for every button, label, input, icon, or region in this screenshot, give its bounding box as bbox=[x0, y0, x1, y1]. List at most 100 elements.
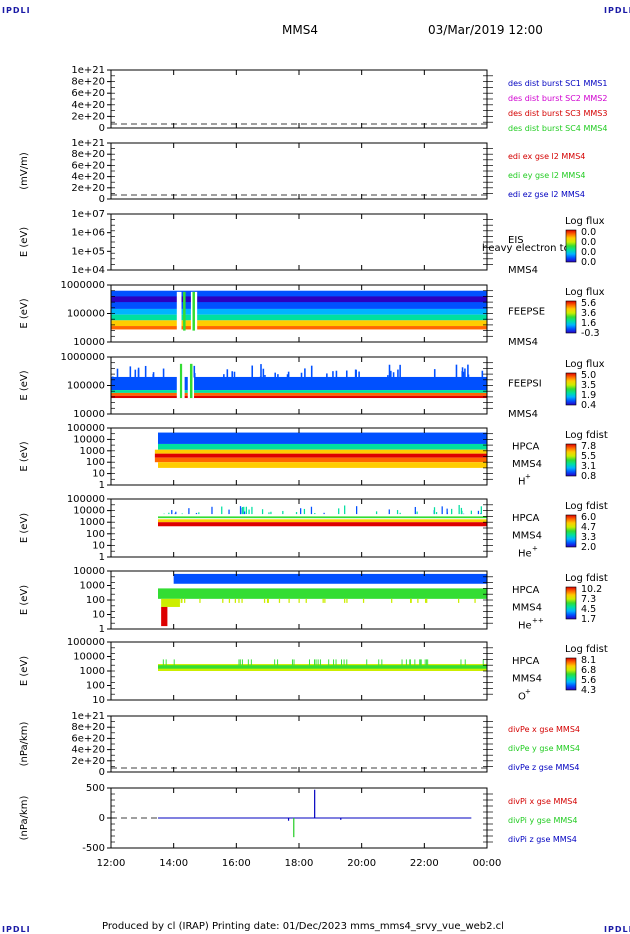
y-tick-label: 10 bbox=[92, 695, 105, 706]
y-tick-label: 2e+20 bbox=[71, 756, 105, 767]
sparse-flux bbox=[323, 599, 324, 603]
y-tick-label: 1e+21 bbox=[71, 711, 105, 722]
sparse-flux bbox=[376, 511, 377, 514]
species-superscript: + bbox=[525, 687, 531, 695]
heatmap-band bbox=[111, 315, 487, 321]
panel-p10: 1e+218e+206e+204e+202e+200(nPa/km) divPe … bbox=[19, 711, 580, 778]
sparse-flux bbox=[274, 373, 276, 378]
legend-entry: divPe y gse MMS4 bbox=[508, 744, 580, 753]
sparse-flux bbox=[268, 512, 269, 514]
y-tick-label: 1000000 bbox=[60, 280, 105, 291]
y-axis-label: E (eV) bbox=[19, 585, 30, 615]
sparse-flux bbox=[300, 508, 301, 514]
sparse-flux bbox=[341, 659, 342, 665]
y-tick-label: 6e+20 bbox=[71, 160, 105, 171]
colorbar-tick-label: 2.0 bbox=[581, 542, 596, 553]
sparse-flux bbox=[406, 659, 407, 665]
sparse-flux bbox=[239, 659, 240, 665]
colorbar bbox=[566, 444, 576, 476]
panel-p7: 100000100001000100101E (eV) HPCAMMS4He +Lo… bbox=[19, 494, 608, 563]
sparse-flux bbox=[344, 659, 345, 665]
colorbar-tick-label: 0.4 bbox=[581, 400, 596, 411]
sparse-flux bbox=[196, 513, 197, 514]
sparse-flux bbox=[474, 599, 475, 603]
legend-entry: divPi z gse MMS4 bbox=[508, 835, 577, 844]
sparse-flux bbox=[311, 507, 312, 514]
sparse-flux bbox=[402, 659, 403, 665]
sparse-flux bbox=[338, 508, 339, 514]
colorbar bbox=[566, 373, 576, 405]
sparse-flux bbox=[324, 599, 325, 603]
y-tick-label: 100000 bbox=[67, 381, 105, 392]
sparse-flux bbox=[416, 512, 417, 515]
sparse-flux bbox=[171, 510, 172, 514]
legend-entry: divPi x gse MMS4 bbox=[508, 797, 577, 806]
panel-p4: 1000000 100000 10000 E (eV) FEEPSE MMS4 Log fl… bbox=[19, 280, 605, 348]
colorbar-title: Log fdist bbox=[565, 644, 608, 655]
sparse-flux bbox=[346, 371, 348, 378]
sparse-flux bbox=[381, 659, 382, 665]
heatmap-band bbox=[111, 393, 487, 396]
sparse-flux bbox=[411, 599, 412, 603]
sparse-flux bbox=[414, 659, 415, 665]
y-tick-label: 4e+20 bbox=[71, 100, 105, 111]
sparse-flux bbox=[282, 511, 283, 514]
sparse-flux bbox=[296, 512, 297, 514]
y-axis-label: E (eV) bbox=[19, 441, 30, 471]
y-axis-label: E (eV) bbox=[19, 227, 30, 257]
sparse-flux bbox=[145, 366, 147, 378]
sparse-flux bbox=[287, 374, 289, 377]
heatmap-band bbox=[158, 444, 487, 450]
sparse-flux bbox=[400, 513, 401, 514]
sparse-flux bbox=[389, 365, 391, 378]
legend-entry: divPe x gse MMS4 bbox=[508, 725, 580, 734]
sparse-flux bbox=[263, 369, 265, 378]
panel-p5: 100000010000010000E (eV) FEEPSIMMS4Log fl… bbox=[19, 352, 605, 420]
colorbar-tick-label: 1.7 bbox=[581, 614, 596, 625]
heatmap-band bbox=[158, 588, 487, 598]
y-tick-label: 100 bbox=[86, 595, 105, 606]
instrument-label: FEEPSE bbox=[508, 307, 545, 318]
sparse-flux bbox=[421, 659, 422, 665]
y-tick-label: 1000 bbox=[80, 517, 105, 528]
sparse-flux bbox=[316, 659, 317, 665]
sparse-flux bbox=[417, 599, 418, 603]
y-tick-label: 6e+20 bbox=[71, 733, 105, 744]
colorbar-title: Log flux bbox=[565, 287, 605, 298]
colorbar bbox=[566, 301, 576, 333]
sparse-flux bbox=[393, 372, 395, 377]
heatmap-band bbox=[155, 454, 487, 458]
sparse-flux bbox=[130, 366, 132, 377]
y-tick-label: 10000 bbox=[73, 409, 105, 420]
instrument-label: HPCA bbox=[512, 513, 540, 524]
sparse-flux bbox=[288, 599, 289, 603]
burst-stripe bbox=[183, 292, 186, 331]
sparse-flux bbox=[304, 368, 306, 377]
panel-frame bbox=[111, 143, 487, 199]
sparse-flux bbox=[175, 599, 176, 603]
sparse-flux bbox=[426, 659, 427, 665]
x-tick-label: 14:00 bbox=[159, 858, 188, 869]
x-tick-label: 18:00 bbox=[285, 858, 314, 869]
burst-stripe bbox=[180, 364, 182, 398]
species-label: He bbox=[518, 620, 532, 631]
sparse-flux bbox=[163, 659, 164, 665]
sparse-flux bbox=[460, 659, 461, 665]
panel-p3: 1e+07 1e+06 1e+05 1e+04 E (eV) EIS MMS4 heavy e… bbox=[19, 209, 605, 276]
y-tick-label: 1 bbox=[99, 480, 105, 491]
panel-p2: 1e+218e+206e+204e+202e+200(mV/m) edi ex g… bbox=[19, 138, 586, 205]
sparse-flux bbox=[311, 366, 313, 378]
y-tick-label: 500 bbox=[86, 783, 105, 794]
overlay-text: heavy electron to bbox=[482, 243, 570, 254]
x-tick-label: 00:00 bbox=[473, 858, 502, 869]
y-tick-label: 4e+20 bbox=[71, 172, 105, 183]
legend-entry: edi ez gse l2 MMS4 bbox=[508, 190, 585, 199]
sparse-flux bbox=[301, 373, 303, 378]
spacecraft-label: MMS4 bbox=[508, 265, 538, 276]
colorbar bbox=[566, 230, 576, 262]
burst-stripe bbox=[192, 292, 195, 331]
sparse-flux bbox=[304, 509, 305, 514]
heatmap-band bbox=[161, 599, 180, 607]
instrument-label: FEEPSI bbox=[508, 379, 542, 390]
colorbar-title: Log flux bbox=[565, 359, 605, 370]
